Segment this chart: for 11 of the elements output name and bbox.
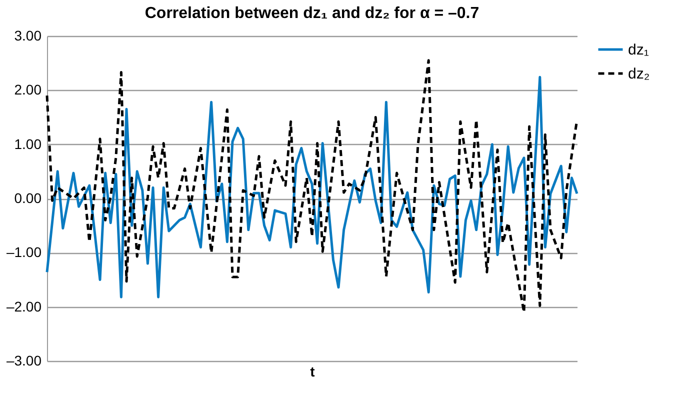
- y-tick-label: –3.00: [6, 352, 42, 368]
- chart-title: Correlation between dz₁ and dz₂ for α = –0.7: [144, 5, 480, 22]
- y-tick-label: 0.00: [14, 190, 42, 206]
- y-tick-label: 2.00: [14, 82, 42, 98]
- legend-label: dz₂: [628, 66, 650, 82]
- y-tick-label: –2.00: [6, 298, 42, 314]
- y-tick-label: 1.00: [14, 136, 42, 152]
- legend-label: dz₁: [628, 42, 649, 58]
- x-axis-title: t: [310, 364, 316, 380]
- y-tick-label: –1.00: [6, 244, 42, 260]
- y-tick-label: 3.00: [14, 28, 42, 44]
